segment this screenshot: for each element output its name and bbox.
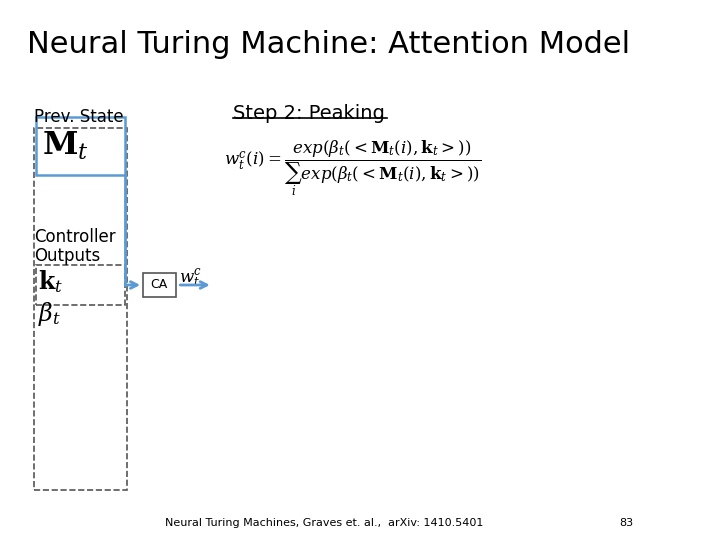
Text: $\beta_t$: $\beta_t$ xyxy=(38,300,61,328)
Text: Neural Turing Machines, Graves et. al.,  arXiv: 1410.5401: Neural Turing Machines, Graves et. al., … xyxy=(165,518,483,528)
Text: $\mathbf{M}_t$: $\mathbf{M}_t$ xyxy=(42,130,89,162)
Text: $w_t^c$: $w_t^c$ xyxy=(179,268,202,291)
Text: Step 2: Peaking: Step 2: Peaking xyxy=(233,104,385,123)
Text: 83: 83 xyxy=(619,518,634,528)
Text: Outputs: Outputs xyxy=(35,247,101,265)
Text: CA: CA xyxy=(150,279,168,292)
Bar xyxy=(35,128,127,490)
Text: Controller: Controller xyxy=(35,228,116,246)
Text: $w_t^c(i) = \dfrac{exp(\beta_t(<\mathbf{M}_t(i), \mathbf{k}_t >))}{\sum_i exp(\b: $w_t^c(i) = \dfrac{exp(\beta_t(<\mathbf{… xyxy=(225,138,482,198)
Bar xyxy=(36,117,125,175)
Text: $\mathbf{k}_t$: $\mathbf{k}_t$ xyxy=(38,268,63,295)
Bar xyxy=(36,265,125,305)
Text: Prev. State: Prev. State xyxy=(35,108,124,126)
Text: Neural Turing Machine: Attention Model: Neural Turing Machine: Attention Model xyxy=(27,30,630,59)
Bar xyxy=(143,273,176,297)
